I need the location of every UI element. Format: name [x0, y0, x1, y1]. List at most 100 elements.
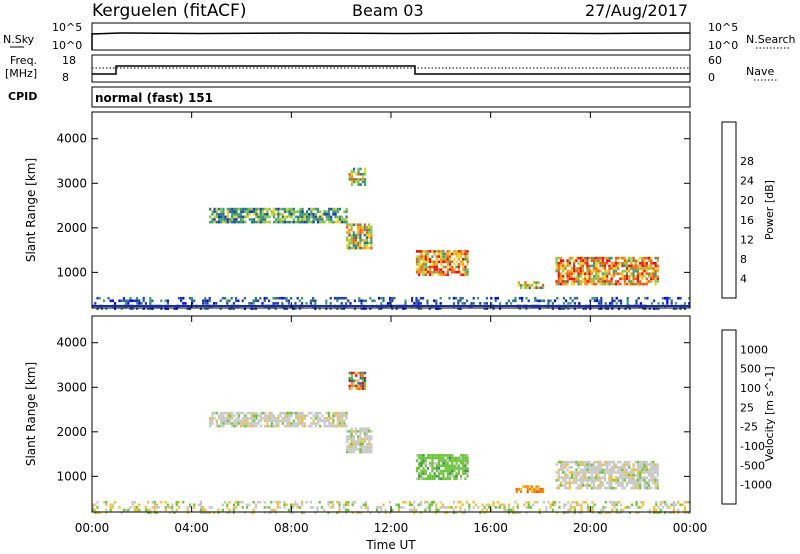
velocity-echo-cell — [650, 466, 653, 469]
velocity-echo-cell — [672, 506, 675, 509]
velocity-ylabel: Slant Range [km] — [24, 362, 38, 466]
power-echo-cell — [581, 277, 585, 281]
power-echo-cell — [321, 213, 324, 216]
power-echo-cell — [457, 255, 460, 258]
velocity-echo-cell — [253, 419, 256, 423]
velocity-echo-cell — [357, 443, 360, 446]
velocity-echo-cell — [628, 463, 631, 466]
power-echo-cell — [365, 231, 369, 234]
power-echo-cell — [448, 260, 452, 264]
power-echo-cell — [462, 252, 465, 256]
power-echo-cell — [578, 302, 581, 305]
velocity-echo-cell — [599, 481, 602, 485]
power-echo-cell — [557, 282, 560, 286]
time-axis-label: Time UT — [365, 538, 416, 552]
power-echo-cell — [242, 207, 245, 211]
velocity-echo-cell — [206, 511, 209, 514]
velocity-echo-cell — [241, 506, 244, 509]
power-echo-cell — [455, 250, 458, 253]
velocity-echo-cell — [368, 448, 371, 451]
velocity-echo-cell — [603, 468, 607, 472]
power-echo-cell — [127, 302, 130, 305]
velocity-echo-cell — [138, 508, 141, 512]
velocity-echo-cell — [312, 419, 315, 423]
velocity-echo-cell — [672, 500, 675, 504]
power-echo-cell — [329, 307, 332, 310]
velocity-echo-cell — [279, 411, 282, 415]
velocity-echo-cell — [199, 503, 202, 507]
velocity-echo-cell — [270, 419, 273, 423]
power-echo-cell — [357, 231, 360, 234]
velocity-echo-cell — [345, 424, 348, 428]
velocity-echo-cell — [352, 430, 355, 433]
velocity-echo-cell — [299, 411, 302, 415]
velocity-echo-cell — [354, 448, 358, 451]
power-echo-cell — [577, 256, 580, 260]
power-echo-cell — [435, 263, 438, 266]
power-echo-cell — [226, 210, 229, 213]
power-echo-cell — [419, 302, 422, 305]
time-tick-label: 00:00 — [673, 521, 708, 535]
velocity-echo-cell — [270, 500, 273, 504]
power-echo-cell — [314, 302, 317, 305]
velocity-echo-cell — [610, 466, 613, 469]
power-echo-cell — [391, 307, 394, 310]
velocity-echo-cell — [338, 422, 342, 425]
velocity-echo-cell — [348, 387, 351, 390]
power-echo-cell — [426, 270, 430, 274]
velocity-echo-cell — [105, 500, 108, 504]
power-echo-cell — [575, 280, 578, 283]
velocity-echo-cell — [316, 417, 320, 420]
velocity-echo-cell — [453, 464, 456, 468]
velocity-echo-cell — [243, 511, 246, 514]
velocity-echo-cell — [442, 472, 445, 475]
velocity-echo-cell — [347, 503, 350, 507]
power-echo-cell — [389, 302, 392, 305]
velocity-echo-cell — [579, 481, 582, 485]
velocity-echo-cell — [628, 473, 631, 477]
velocity-echo-cell — [264, 417, 267, 420]
power-echo-cell — [316, 210, 320, 213]
velocity-echo-cell — [621, 484, 624, 487]
power-echo-cell — [442, 252, 445, 256]
power-echo-cell — [354, 223, 358, 226]
power-echo-cell — [496, 296, 499, 300]
velocity-echo-cell — [211, 419, 214, 423]
power-echo-cell — [464, 255, 467, 258]
power-echo-cell — [180, 296, 183, 300]
velocity-echo-cell — [573, 479, 576, 482]
power-echo-cell — [610, 256, 613, 260]
power-echo-cell — [559, 256, 563, 260]
power-echo-cell — [213, 220, 216, 224]
power-echo-cell — [575, 277, 578, 281]
power-echo-cell — [600, 296, 603, 300]
power-echo-cell — [608, 267, 611, 270]
velocity-echo-cell — [677, 511, 680, 514]
velocity-echo-cell — [365, 445, 369, 449]
power-echo-cell — [612, 272, 615, 275]
power-echo-cell — [233, 207, 236, 211]
velocity-echo-cell — [565, 511, 568, 514]
velocity-echo-cell — [361, 387, 364, 390]
velocity-echo-cell — [639, 466, 642, 469]
power-echo-cell — [459, 270, 463, 274]
power-echo-cell — [415, 250, 419, 253]
velocity-echo-cell — [557, 473, 560, 477]
velocity-echo-cell — [133, 500, 136, 504]
power-echo-cell — [457, 257, 460, 261]
velocity-echo-cell — [367, 506, 370, 509]
power-echo-cell — [327, 210, 331, 213]
power-echo-cell — [370, 226, 373, 229]
velocity-echo-cell — [357, 387, 360, 390]
power-echo-cell — [294, 220, 298, 224]
velocity-echo-cell — [131, 503, 134, 507]
power-echo-cell — [577, 277, 580, 281]
power-echo-cell — [577, 262, 580, 265]
velocity-echo-cell — [659, 511, 662, 514]
power-echo-cell — [499, 307, 502, 310]
power-echo-cell — [534, 299, 537, 303]
velocity-echo-cell — [415, 454, 419, 457]
power-echo-cell — [590, 277, 593, 281]
power-echo-cell — [415, 268, 419, 271]
velocity-echo-cell — [433, 500, 436, 504]
